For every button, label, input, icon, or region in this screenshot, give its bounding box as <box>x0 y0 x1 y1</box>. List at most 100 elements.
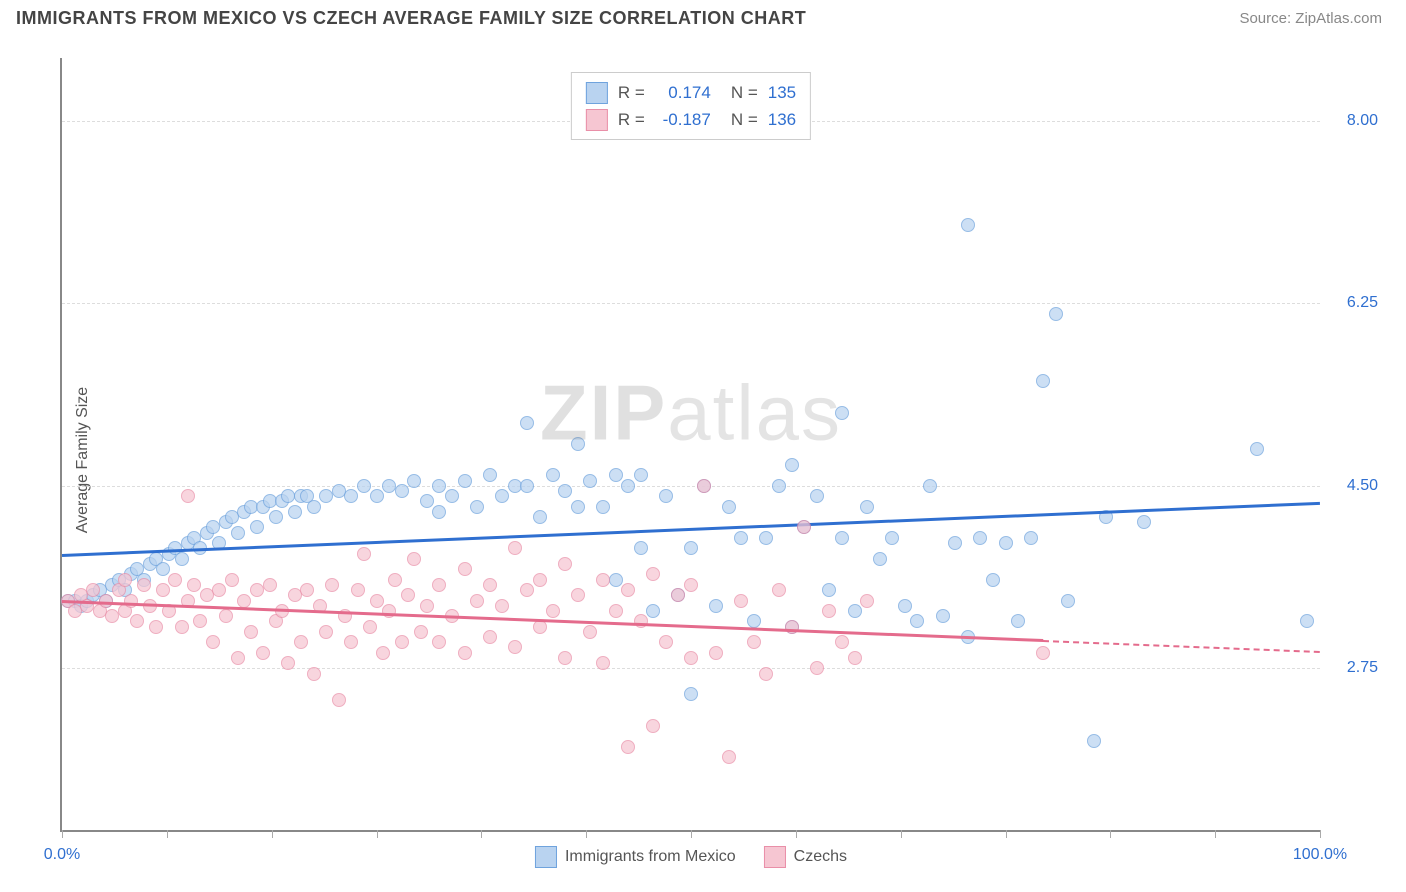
data-point <box>458 474 472 488</box>
xtick-label: 0.0% <box>44 846 80 864</box>
data-point <box>936 609 950 623</box>
data-point <box>1250 442 1264 456</box>
data-point <box>571 437 585 451</box>
data-point <box>193 614 207 628</box>
stat-n-value: 135 <box>768 79 796 106</box>
data-point <box>583 474 597 488</box>
legend-item: Immigrants from Mexico <box>535 846 736 868</box>
data-point <box>734 594 748 608</box>
data-point <box>1024 531 1038 545</box>
data-point <box>810 489 824 503</box>
data-point <box>376 646 390 660</box>
data-point <box>596 656 610 670</box>
data-point <box>137 578 151 592</box>
data-point <box>420 494 434 508</box>
stat-r-value: -0.187 <box>655 106 711 133</box>
data-point <box>533 510 547 524</box>
data-point <box>772 479 786 493</box>
data-point <box>300 583 314 597</box>
ytick-label: 8.00 <box>1347 112 1378 130</box>
gridline <box>62 668 1320 669</box>
plot-region: ZIPatlas R =0.174N =135R =-0.187N =136 I… <box>60 58 1320 832</box>
data-point <box>923 479 937 493</box>
data-point <box>948 536 962 550</box>
data-point <box>558 557 572 571</box>
data-point <box>860 500 874 514</box>
xtick <box>481 830 482 838</box>
data-point <box>244 625 258 639</box>
stat-r-label: R = <box>618 106 645 133</box>
data-point <box>646 604 660 618</box>
data-point <box>370 594 384 608</box>
data-point <box>458 646 472 660</box>
data-point <box>848 604 862 618</box>
data-point <box>747 614 761 628</box>
data-point <box>533 573 547 587</box>
watermark: ZIPatlas <box>540 368 842 459</box>
data-point <box>156 583 170 597</box>
data-point <box>684 651 698 665</box>
data-point <box>458 562 472 576</box>
data-point <box>237 594 251 608</box>
chart-source: Source: ZipAtlas.com <box>1239 10 1382 27</box>
ytick-label: 6.25 <box>1347 294 1378 312</box>
data-point <box>785 458 799 472</box>
data-point <box>118 573 132 587</box>
gridline <box>62 303 1320 304</box>
data-point <box>558 484 572 498</box>
ytick-label: 2.75 <box>1347 659 1378 677</box>
data-point <box>973 531 987 545</box>
data-point <box>388 573 402 587</box>
data-point <box>414 625 428 639</box>
data-point <box>407 552 421 566</box>
data-point <box>621 583 635 597</box>
data-point <box>407 474 421 488</box>
data-point <box>432 505 446 519</box>
data-point <box>269 510 283 524</box>
stat-r-label: R = <box>618 79 645 106</box>
data-point <box>659 489 673 503</box>
data-point <box>571 500 585 514</box>
data-point <box>646 719 660 733</box>
data-point <box>898 599 912 613</box>
data-point <box>395 635 409 649</box>
data-point <box>281 656 295 670</box>
xtick-label: 100.0% <box>1293 846 1347 864</box>
data-point <box>1137 515 1151 529</box>
data-point <box>961 218 975 232</box>
data-point <box>483 630 497 644</box>
data-point <box>596 500 610 514</box>
data-point <box>351 583 365 597</box>
xtick <box>1110 830 1111 838</box>
data-point <box>571 588 585 602</box>
ytick-label: 4.50 <box>1347 477 1378 495</box>
data-point <box>910 614 924 628</box>
legend-swatch <box>535 846 557 868</box>
data-point <box>495 489 509 503</box>
regression-line-dashed <box>1043 640 1320 653</box>
data-point <box>130 614 144 628</box>
data-point <box>432 635 446 649</box>
data-point <box>250 520 264 534</box>
data-point <box>759 667 773 681</box>
data-point <box>722 500 736 514</box>
data-point <box>344 489 358 503</box>
xtick <box>272 830 273 838</box>
data-point <box>659 635 673 649</box>
data-point <box>709 599 723 613</box>
data-point <box>999 536 1013 550</box>
stat-r-value: 0.174 <box>655 79 711 106</box>
data-point <box>175 620 189 634</box>
data-point <box>225 573 239 587</box>
xtick <box>1320 830 1321 838</box>
data-point <box>747 635 761 649</box>
data-point <box>357 479 371 493</box>
data-point <box>508 541 522 555</box>
data-point <box>759 531 773 545</box>
data-point <box>420 599 434 613</box>
data-point <box>231 526 245 540</box>
data-point <box>495 599 509 613</box>
legend-label: Immigrants from Mexico <box>565 848 736 866</box>
stats-row: R =-0.187N =136 <box>586 106 796 133</box>
xtick <box>901 830 902 838</box>
